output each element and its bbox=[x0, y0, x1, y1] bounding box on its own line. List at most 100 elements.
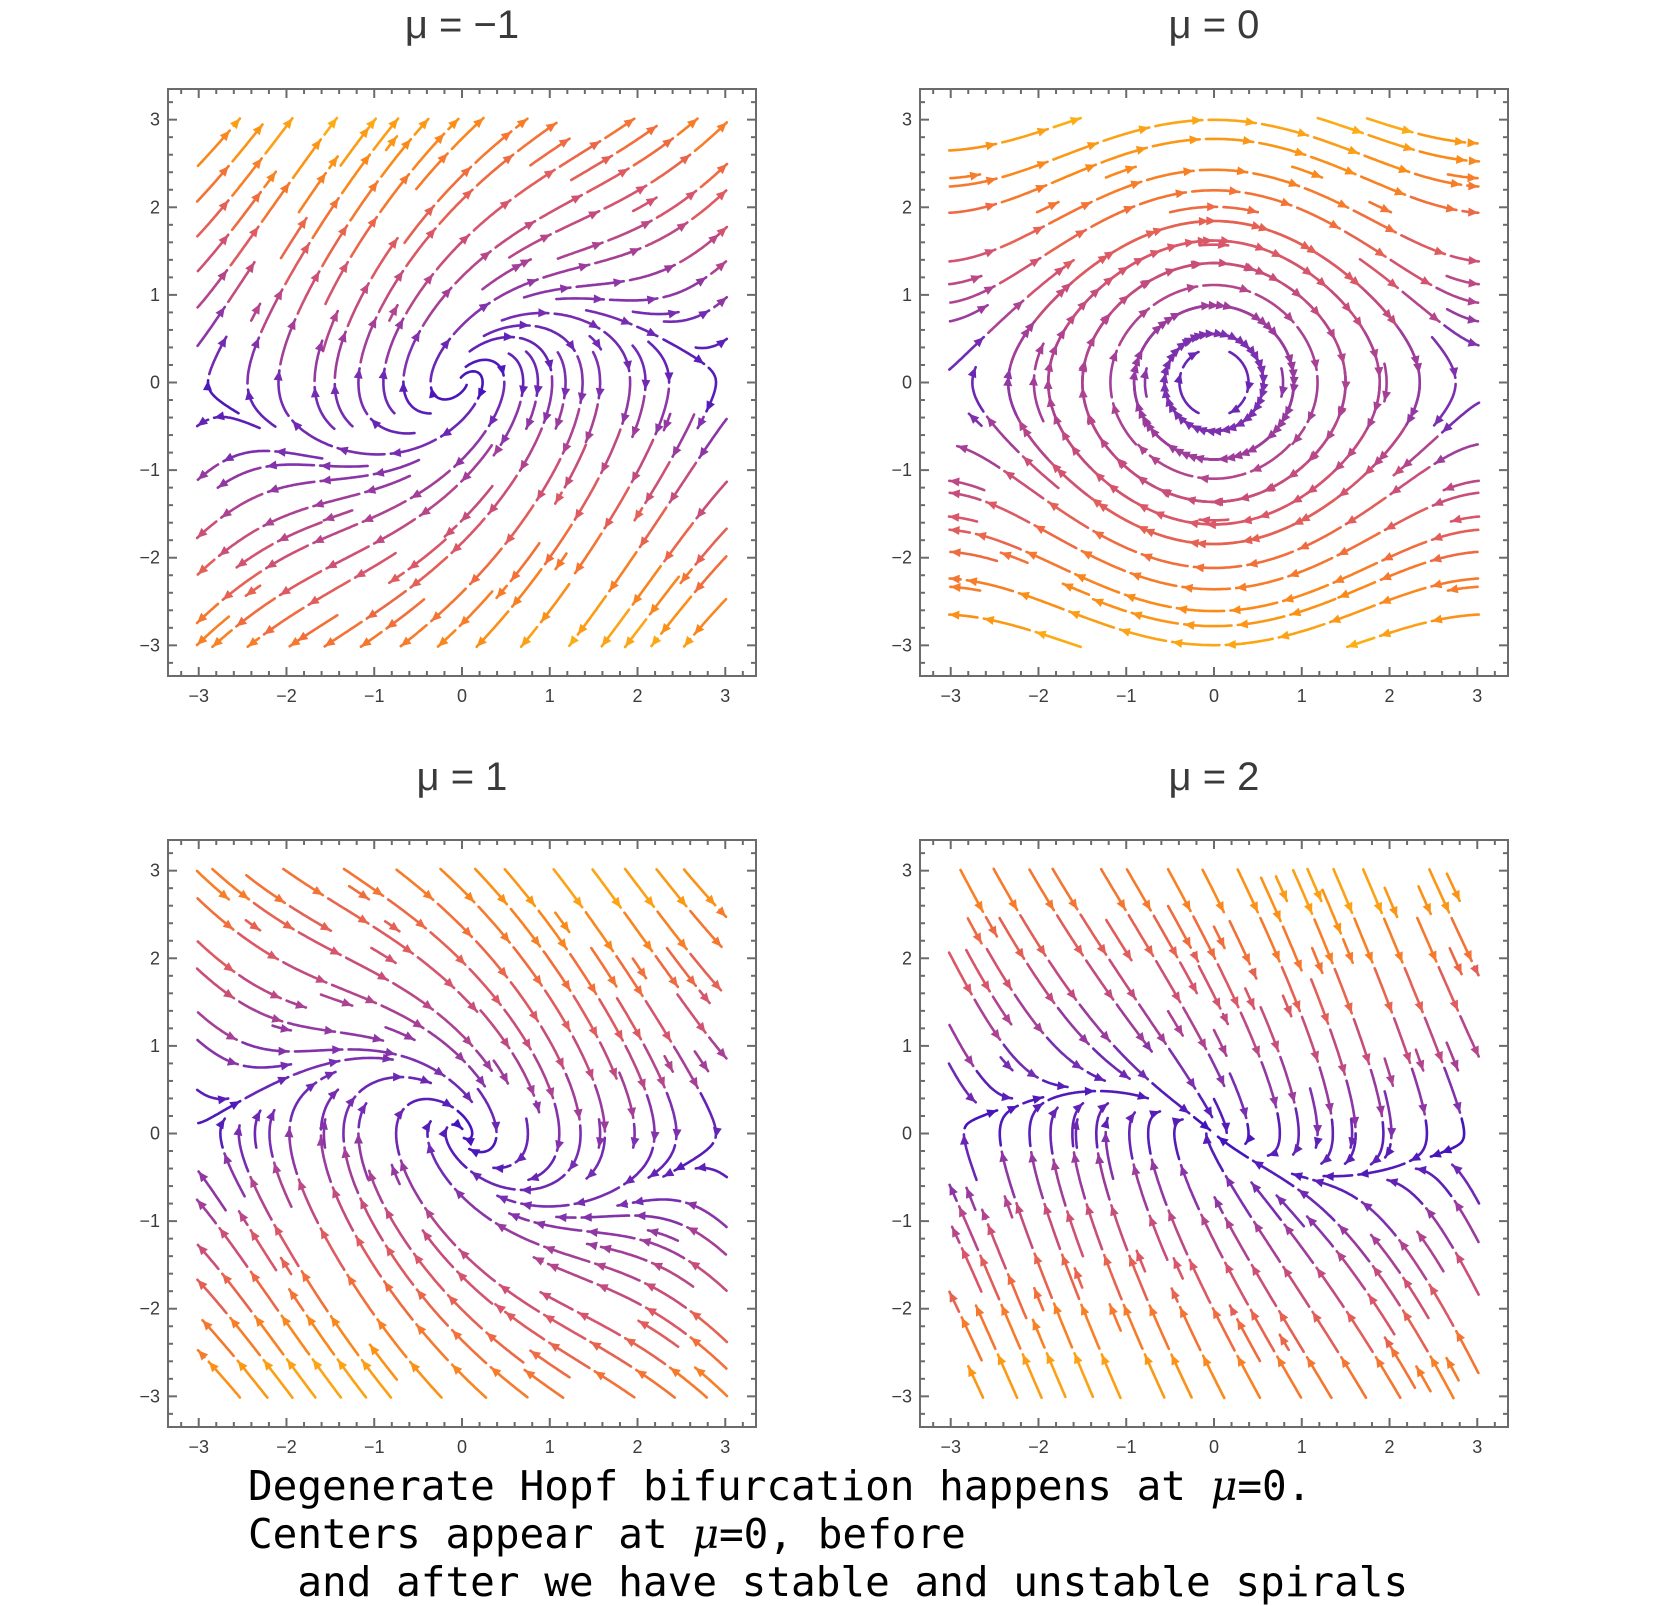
arrowhead-icon bbox=[1096, 943, 1107, 955]
arrowhead-icon bbox=[1136, 1250, 1145, 1262]
arrowhead-icon bbox=[460, 166, 471, 178]
arrowhead-icon bbox=[1250, 312, 1262, 322]
arrowhead-icon bbox=[198, 1350, 209, 1361]
arrowhead-icon bbox=[1283, 311, 1294, 323]
arrowhead-icon bbox=[1347, 1312, 1357, 1323]
arrowhead-icon bbox=[197, 469, 209, 480]
arrowhead-icon bbox=[959, 1206, 968, 1218]
arrowhead-icon bbox=[1403, 1277, 1413, 1289]
arrowhead-icon bbox=[345, 1096, 356, 1108]
arrowhead-icon bbox=[1429, 1284, 1439, 1296]
arrowhead-icon bbox=[266, 1110, 275, 1122]
arrowhead-icon bbox=[495, 1304, 506, 1314]
arrowhead-icon bbox=[986, 1109, 998, 1118]
x-tick-label: 2 bbox=[1385, 686, 1395, 706]
arrowhead-icon bbox=[962, 983, 972, 995]
arrowhead-icon bbox=[327, 1089, 338, 1100]
y-tick-label: 2 bbox=[150, 197, 160, 217]
arrowhead-icon bbox=[1116, 899, 1126, 910]
arrowhead-icon bbox=[1288, 568, 1300, 578]
arrowhead-icon bbox=[1467, 173, 1478, 182]
arrowhead-icon bbox=[434, 133, 445, 145]
arrowhead-icon bbox=[1246, 444, 1258, 453]
arrowhead-icon bbox=[695, 277, 707, 287]
arrowhead-icon bbox=[197, 634, 208, 645]
arrowhead-icon bbox=[1239, 1107, 1249, 1118]
arrowhead-icon bbox=[353, 368, 363, 379]
arrowhead-icon bbox=[555, 1139, 564, 1151]
arrowhead-icon bbox=[287, 1359, 297, 1371]
arrowhead-icon bbox=[502, 154, 514, 165]
arrowhead-icon bbox=[197, 564, 209, 575]
arrowhead-icon bbox=[715, 190, 727, 201]
arrowhead-icon bbox=[245, 262, 255, 274]
arrowhead-icon bbox=[1416, 1366, 1426, 1378]
arrowhead-icon bbox=[650, 1131, 660, 1142]
arrowhead-icon bbox=[1018, 591, 1030, 601]
arrowhead-icon bbox=[515, 1152, 527, 1163]
arrowhead-icon bbox=[1384, 1001, 1393, 1013]
arrowhead-icon bbox=[524, 1370, 536, 1380]
streamlines bbox=[947, 116, 1481, 649]
arrowhead-icon bbox=[425, 1208, 435, 1219]
arrowhead-icon bbox=[452, 1364, 463, 1375]
arrowhead-icon bbox=[539, 234, 551, 243]
arrowhead-icon bbox=[1062, 583, 1074, 592]
arrowhead-icon bbox=[664, 1060, 673, 1072]
arrowhead-icon bbox=[410, 577, 422, 588]
arrowhead-icon bbox=[273, 370, 283, 381]
arrowhead-icon bbox=[1138, 308, 1149, 319]
arrowhead-icon bbox=[1006, 1105, 1018, 1115]
arrowhead-icon bbox=[459, 615, 470, 626]
arrowhead-icon bbox=[1171, 991, 1181, 1003]
caption-text: Degenerate Hopf bifurcation happens at bbox=[248, 1462, 1211, 1510]
arrowhead-icon bbox=[248, 226, 259, 238]
arrowhead-icon bbox=[1108, 350, 1118, 362]
arrowhead-icon bbox=[555, 492, 565, 504]
arrowhead-icon bbox=[332, 1187, 341, 1199]
arrowhead-icon bbox=[1245, 1133, 1256, 1144]
arrowhead-icon bbox=[545, 553, 555, 565]
arrowhead-icon bbox=[1054, 266, 1065, 277]
arrowhead-icon bbox=[1188, 539, 1200, 548]
arrowhead-icon bbox=[578, 1312, 590, 1321]
arrowhead-icon bbox=[441, 1098, 453, 1108]
arrowhead-icon bbox=[197, 527, 208, 538]
arrowhead-icon bbox=[1237, 619, 1249, 629]
arrowhead-icon bbox=[1251, 1182, 1262, 1194]
arrowhead-icon bbox=[1236, 582, 1247, 592]
arrowhead-icon bbox=[1284, 405, 1294, 417]
streamline-segment bbox=[1146, 1110, 1162, 1155]
arrowhead-icon bbox=[324, 637, 336, 647]
arrowhead-icon bbox=[1036, 161, 1048, 170]
arrowhead-icon bbox=[394, 318, 404, 330]
arrowhead-icon bbox=[976, 305, 988, 315]
arrowhead-icon bbox=[1202, 1133, 1212, 1144]
x-tick-label: 1 bbox=[1297, 686, 1307, 706]
arrowhead-icon bbox=[1028, 375, 1038, 386]
streamline-segment bbox=[246, 388, 277, 428]
arrowhead-icon bbox=[1337, 1063, 1347, 1075]
arrowhead-icon bbox=[966, 1187, 975, 1199]
arrowhead-icon bbox=[329, 311, 338, 323]
arrowhead-icon bbox=[966, 577, 978, 587]
arrowhead-icon bbox=[1225, 640, 1236, 649]
arrowhead-icon bbox=[215, 307, 225, 318]
arrowhead-icon bbox=[1189, 135, 1200, 145]
arrowhead-icon bbox=[422, 1230, 433, 1242]
arrowhead-icon bbox=[1338, 589, 1350, 598]
arrowhead-icon bbox=[279, 183, 290, 194]
arrowhead-icon bbox=[1189, 1259, 1198, 1271]
arrowhead-icon bbox=[661, 623, 671, 634]
arrowhead-icon bbox=[1168, 1210, 1177, 1222]
arrowhead-icon bbox=[575, 562, 585, 574]
arrowhead-icon bbox=[1035, 343, 1044, 355]
arrowhead-icon bbox=[496, 364, 506, 376]
arrowhead-icon bbox=[212, 636, 223, 647]
y-tick-label: −3 bbox=[139, 635, 160, 655]
arrowhead-icon bbox=[218, 166, 229, 177]
x-tick-label: 0 bbox=[1209, 1437, 1219, 1457]
arrowhead-icon bbox=[1130, 180, 1142, 190]
arrowhead-icon bbox=[1181, 900, 1191, 911]
arrowhead-icon bbox=[505, 533, 516, 544]
